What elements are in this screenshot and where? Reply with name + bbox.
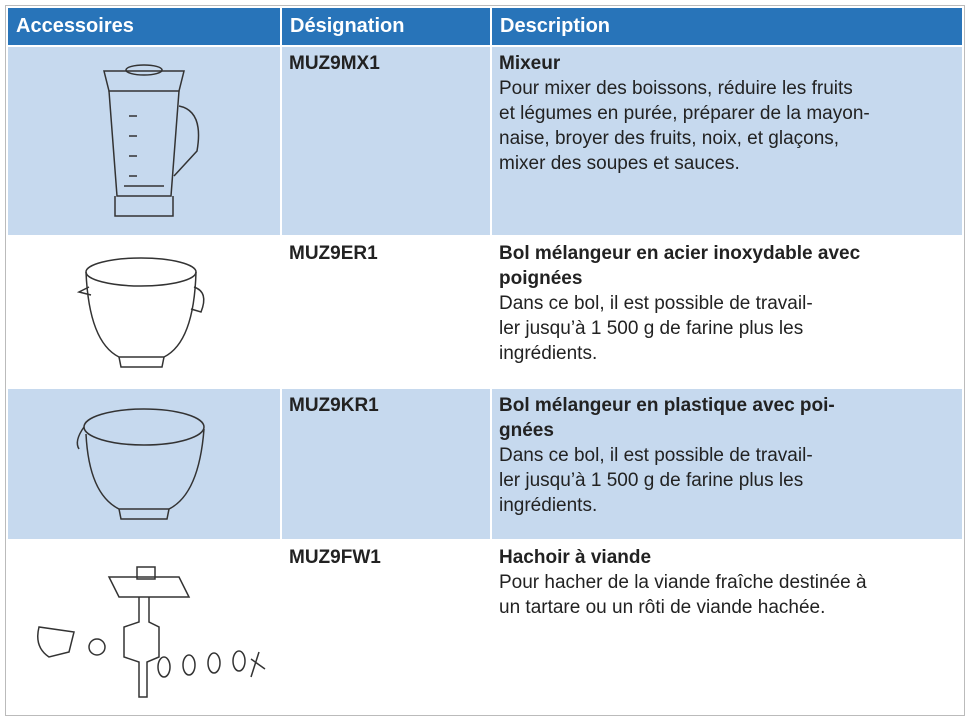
title-line: poignées xyxy=(499,268,583,289)
header-row: Accessoires Désignation Description xyxy=(8,8,962,45)
designation: MUZ9FW1 xyxy=(282,541,490,713)
title-line: Mixeur xyxy=(499,53,561,74)
text-line: Dans ce bol, il est possible de travail- xyxy=(499,445,813,466)
text-line: naise, broyer des fruits, noix, et glaço… xyxy=(499,128,840,149)
bowl-image xyxy=(76,408,205,520)
text-line: Pour mixer des boissons, réduire les fru… xyxy=(499,78,853,99)
text-line: et légumes en purée, préparer de la mayo… xyxy=(499,103,870,124)
header-cell: Description xyxy=(492,8,962,45)
title-line: Bol mélangeur en acier inoxydable avec xyxy=(499,243,861,264)
description-cell: Hachoir à viande Pour hacher de la viande… xyxy=(492,541,962,713)
row: MUZ9KR1 Bol mélangeur en plastique avec … xyxy=(8,389,962,539)
title-line: Hachoir à viande xyxy=(499,547,652,568)
description-cell: Bol mélangeur en acier inoxydable avec po… xyxy=(492,237,962,387)
text-line: mixer des soupes et sauces. xyxy=(499,153,740,174)
text-line: un tartare ou un rôti de viande hachée. xyxy=(499,597,826,618)
row: MUZ9MX1 Mixeur Pour mixer des boissons, r… xyxy=(8,47,962,235)
image-cell xyxy=(8,237,280,387)
text-line: ler jusqu’à 1 500 g de farine plus les xyxy=(499,470,804,491)
designation: MUZ9MX1 xyxy=(282,47,490,235)
description-cell: Bol mélangeur en plastique avec poi-gnée… xyxy=(492,389,962,539)
text-line: ler jusqu’à 1 500 g de farine plus les xyxy=(499,318,804,339)
title-line: gnées xyxy=(499,420,554,441)
accessory-table: Accessoires Désignation Description MUZ9… xyxy=(5,5,965,716)
designation: MUZ9KR1 xyxy=(282,389,490,539)
header-cell: Désignation xyxy=(282,8,490,45)
text-line: Dans ce bol, il est possible de travail- xyxy=(499,293,813,314)
image-cell xyxy=(8,541,280,713)
description-cell: Mixeur Pour mixer des boissons, réduire l… xyxy=(492,47,962,235)
bowl-image xyxy=(76,257,205,368)
designation: MUZ9ER1 xyxy=(282,237,490,387)
image-cell xyxy=(8,389,280,539)
blender-image xyxy=(103,64,200,217)
image-cell xyxy=(8,47,280,235)
text-line: ingrédients. xyxy=(499,495,598,516)
header-cell: Accessoires xyxy=(8,8,280,45)
text-line: Pour hacher de la viande fraîche destiné… xyxy=(499,572,867,593)
text-line: ingrédients. xyxy=(499,343,598,364)
row: MUZ9FW1 Hachoir à viande Pour hacher de l… xyxy=(8,541,962,713)
grinder-image xyxy=(37,566,266,698)
title-line: Bol mélangeur en plastique avec poi- xyxy=(499,395,835,416)
row: MUZ9ER1 Bol mélangeur en acier inoxydabl… xyxy=(8,237,962,387)
